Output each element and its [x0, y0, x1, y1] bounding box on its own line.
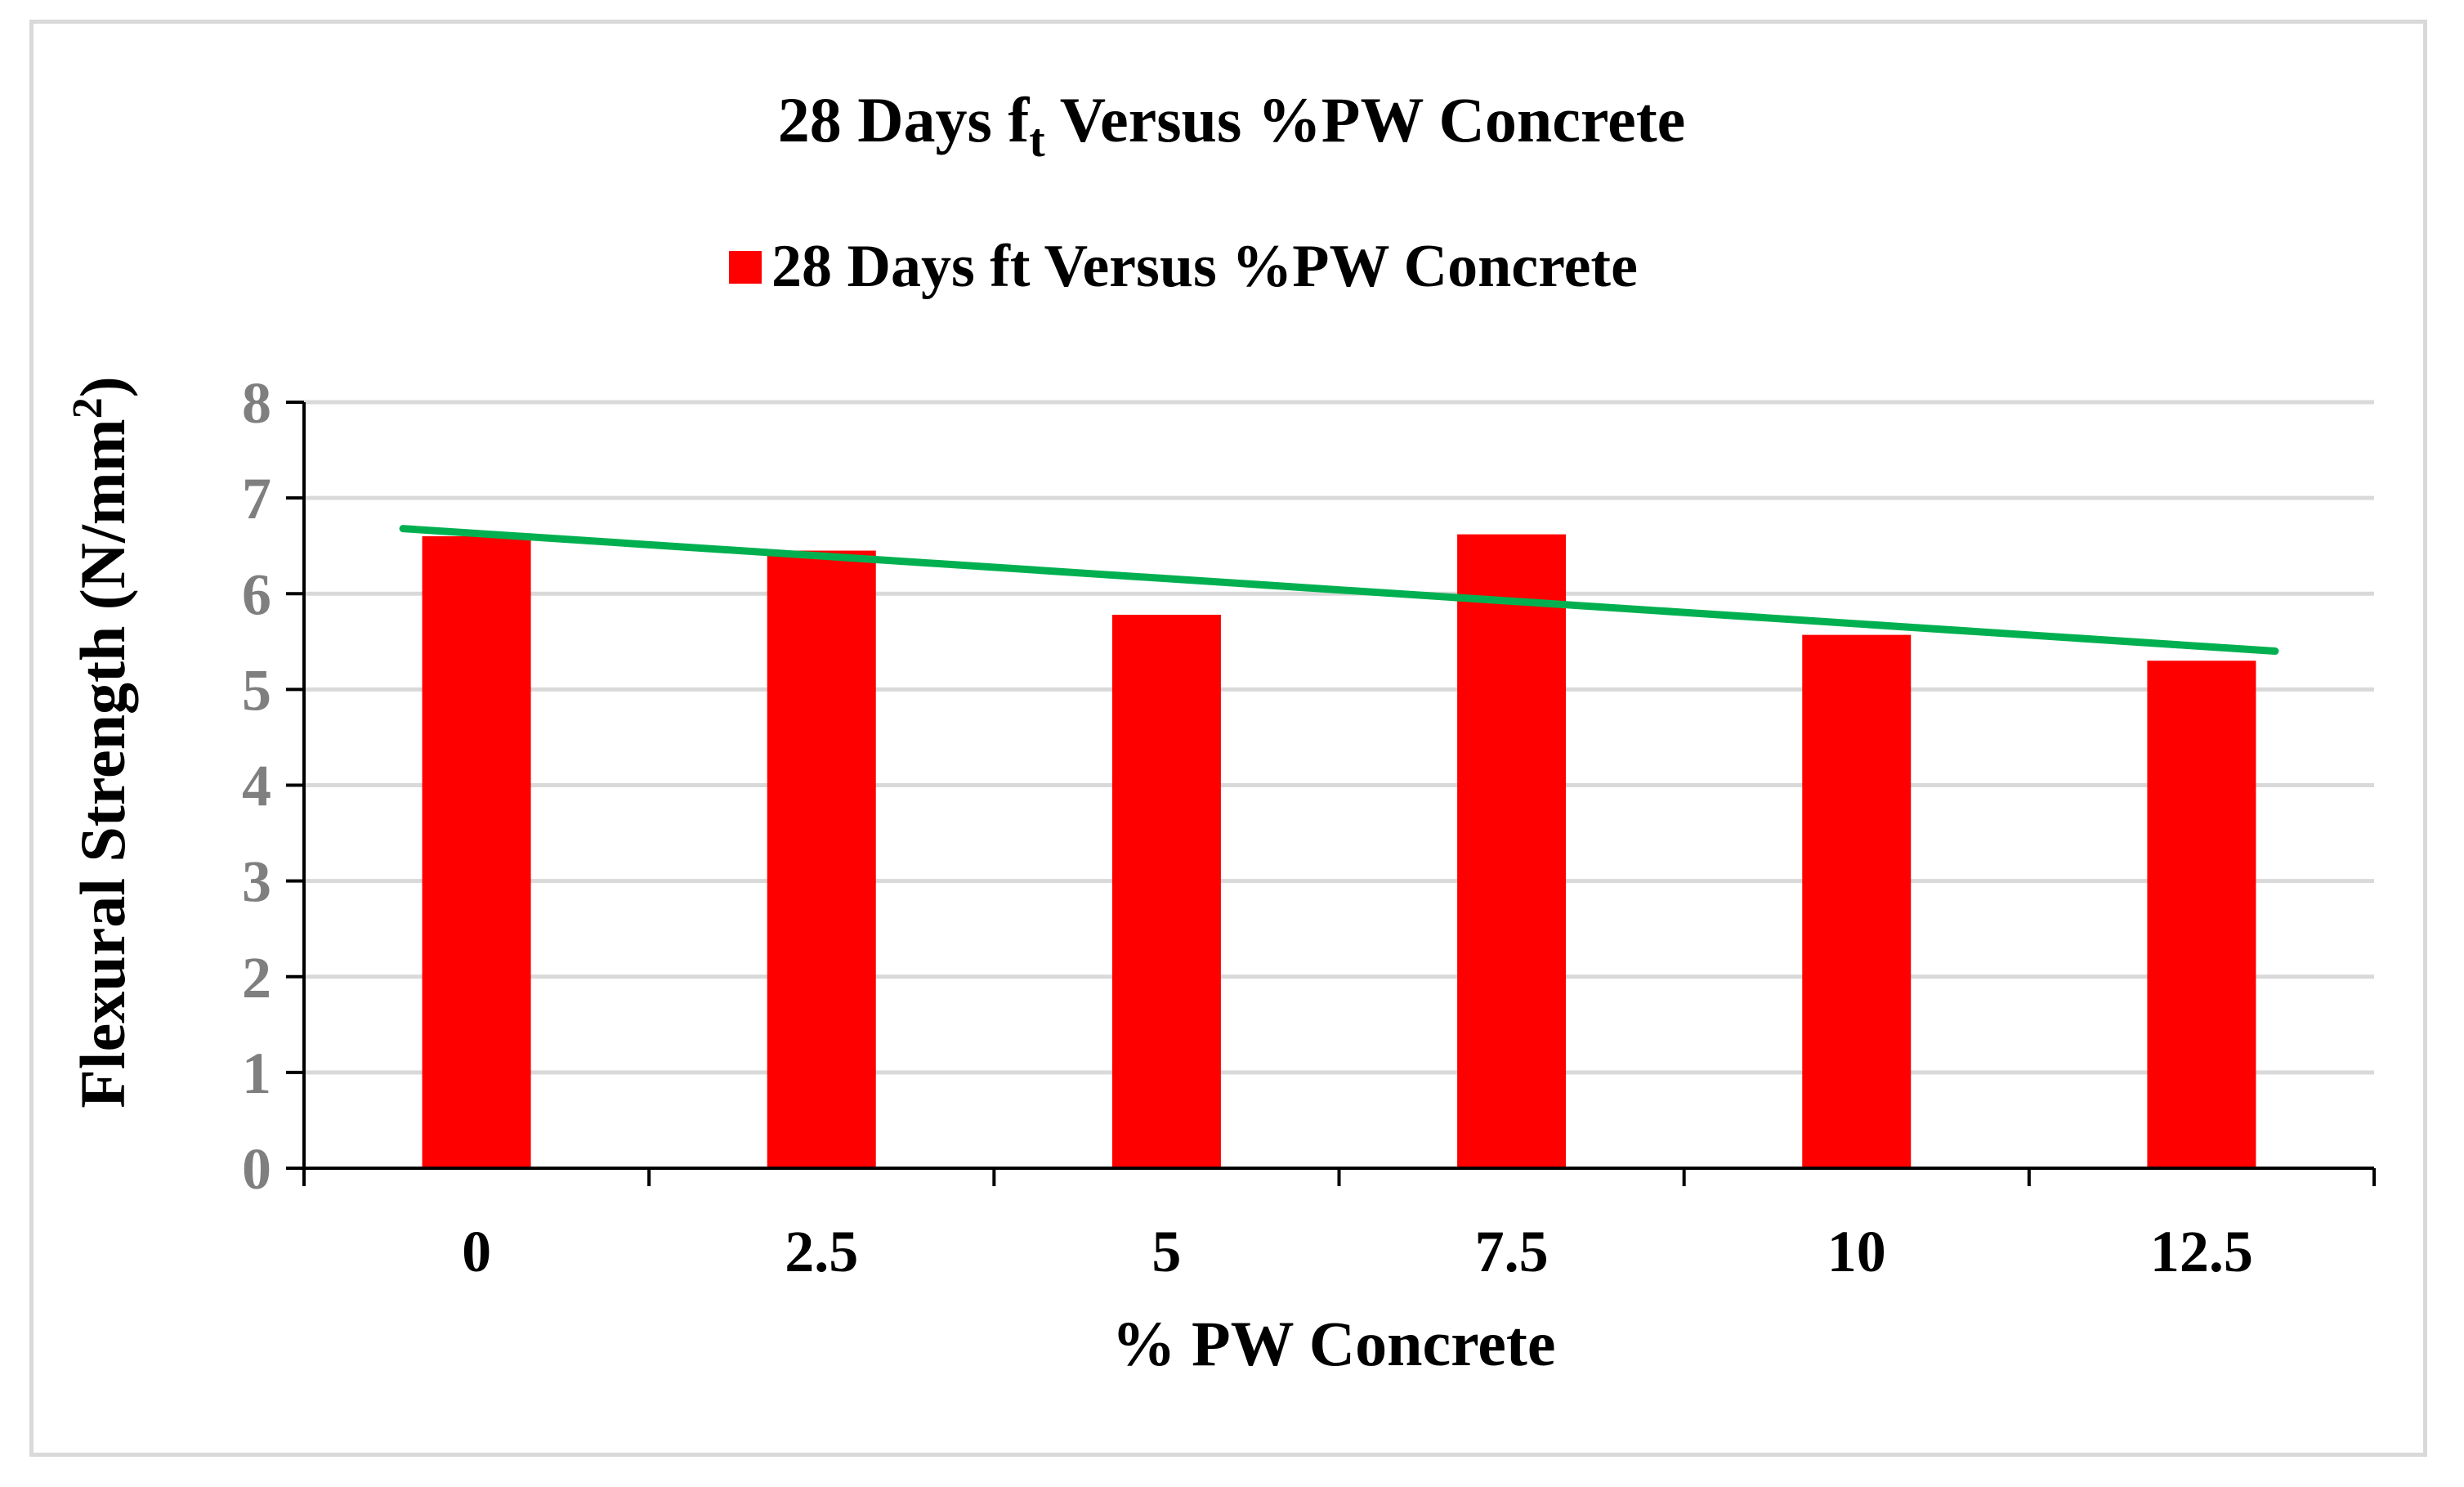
- y-tick-label-8: 8: [242, 370, 271, 436]
- y-tick-label-7: 7: [242, 466, 271, 531]
- y-axis-title: Flexural Strength (N/mm2): [65, 376, 138, 1108]
- x-tick-label-5: 5: [1152, 1219, 1181, 1284]
- gridlines: [304, 400, 2374, 1075]
- y-tick-label-5: 5: [242, 657, 271, 723]
- bar-10: [1802, 634, 1912, 1167]
- y-axis-title-superscript: 2: [65, 397, 111, 419]
- bars: [422, 534, 2256, 1167]
- y-tick-label-0: 0: [242, 1136, 271, 1202]
- x-tick-label-7.5: 7.5: [1475, 1219, 1549, 1284]
- x-tick-label-0: 0: [462, 1219, 491, 1284]
- legend: 28 Days ft Versus %PW Concrete: [729, 233, 1638, 300]
- legend-swatch: [729, 251, 762, 284]
- y-axis-title-prefix: Flexural Strength (N/mm: [67, 419, 138, 1108]
- y-tick-label-2: 2: [242, 945, 271, 1010]
- y-axis-title-suffix: ): [67, 376, 138, 397]
- bar-7.5: [1457, 534, 1567, 1167]
- axes: [286, 401, 2376, 1186]
- legend-label: 28 Days ft Versus %PW Concrete: [771, 233, 1638, 300]
- chart-title-prefix: 28 Days f: [778, 84, 1031, 155]
- chart-title: 28 Days ft Versus %PW Concrete: [778, 84, 1686, 167]
- x-tick-label-10: 10: [1827, 1219, 1886, 1284]
- bar-5: [1111, 615, 1221, 1167]
- x-axis-title: % PW Concrete: [1112, 1308, 1556, 1379]
- y-tick-label-4: 4: [242, 754, 271, 819]
- y-tick-label-1: 1: [242, 1041, 271, 1106]
- x-tick-labels: 0 2.5 5 7.5 10 12.5: [462, 1219, 2253, 1284]
- bar-2.5: [767, 550, 876, 1167]
- trendline: [399, 525, 2279, 656]
- bar-12.5: [2147, 661, 2256, 1167]
- chart-title-suffix: Versus %PW Concrete: [1045, 84, 1686, 155]
- bar-0: [422, 535, 531, 1167]
- x-tick-label-2.5: 2.5: [785, 1219, 858, 1284]
- y-tick-labels: 0 1 2 3 4 5 6 7 8: [242, 370, 271, 1202]
- trendline-line: [399, 525, 2279, 656]
- y-tick-label-3: 3: [242, 849, 271, 915]
- chart-title-subscript: t: [1029, 114, 1045, 167]
- x-tick-label-12.5: 12.5: [2150, 1219, 2253, 1284]
- y-tick-label-6: 6: [242, 562, 271, 627]
